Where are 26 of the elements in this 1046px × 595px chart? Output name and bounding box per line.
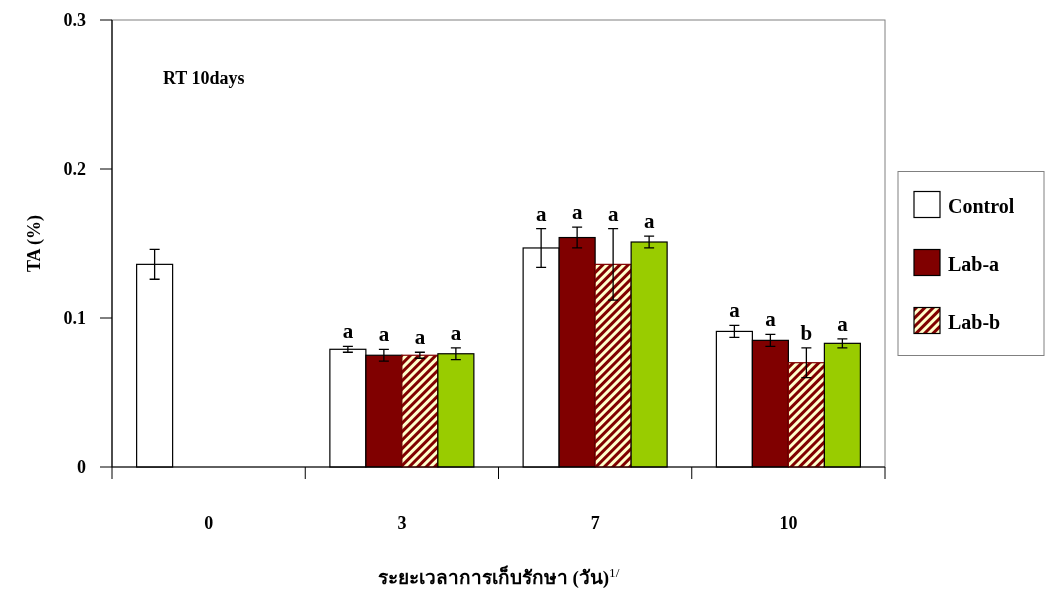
y-axis-title: TA (%) xyxy=(24,214,45,273)
x-tick-label: 7 xyxy=(590,513,600,533)
x-tick-label: 3 xyxy=(397,513,407,533)
data-label: a xyxy=(643,209,655,234)
data-label: a xyxy=(729,298,741,323)
y-tick-label: 0.1 xyxy=(63,308,86,328)
data-label: a xyxy=(765,307,777,332)
data-label: a xyxy=(414,325,426,350)
x-tick-label: 0 xyxy=(204,513,214,533)
data-label: a xyxy=(342,319,354,344)
y-tick-label: 0.3 xyxy=(63,10,86,30)
y-tick-label: 0.2 xyxy=(63,159,86,179)
legend-label: Lab-a xyxy=(948,252,1000,275)
legend-label: Lab-b xyxy=(948,310,1001,333)
y-tick-label: 0 xyxy=(77,457,86,477)
legend-label: Control xyxy=(948,194,1015,217)
data-label: a xyxy=(378,322,390,347)
data-label: a xyxy=(450,320,462,345)
data-label: a xyxy=(571,200,583,225)
data-label: a xyxy=(607,201,619,226)
data-label: a xyxy=(535,201,547,226)
data-label: a xyxy=(837,311,849,336)
annotation: RT 10days xyxy=(163,68,245,88)
data-label: b xyxy=(800,320,813,345)
x-tick-label: 10 xyxy=(779,513,798,533)
x-axis-title: ระยะเวลาการเก็บรักษา (วัน)$^{1/}$ xyxy=(377,564,620,589)
